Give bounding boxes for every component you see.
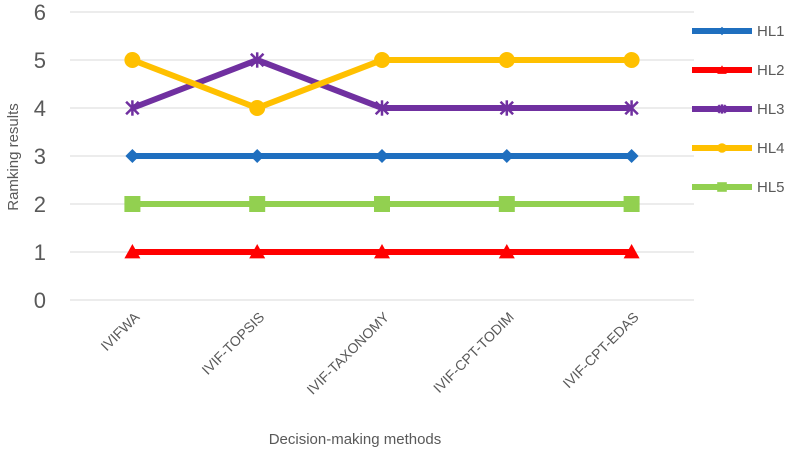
legend-label: HL2 xyxy=(757,62,785,79)
asterisk-marker xyxy=(250,52,265,68)
x-tick-label: IVIF-TAXONOMY xyxy=(303,308,392,397)
x-tick-label: IVIF-TOPSIS xyxy=(198,309,267,378)
triangle-marker xyxy=(623,244,640,259)
square-marker xyxy=(623,196,640,212)
asterisk-marker xyxy=(499,100,514,116)
legend-label: HL1 xyxy=(757,23,785,40)
asterisk-marker xyxy=(374,100,390,116)
y-tick-label: 6 xyxy=(34,0,46,25)
diamond-marker xyxy=(717,26,727,36)
legend-label: HL3 xyxy=(757,101,785,118)
legend-item-hl4: HL4 xyxy=(692,140,785,157)
diamond-marker xyxy=(125,149,140,163)
x-axis-title: Decision-making methods xyxy=(269,431,442,448)
legend-label: HL4 xyxy=(757,140,785,157)
square-marker xyxy=(498,196,515,212)
square-marker xyxy=(249,196,266,212)
series-hl5 xyxy=(124,196,640,212)
x-axis-ticks: IVIFWA IVIF-TOPSIS IVIF-TAXONOMY IVIF-CPT-T… xyxy=(97,308,641,397)
y-tick-label: 2 xyxy=(34,192,46,217)
circle-marker xyxy=(717,143,727,153)
y-axis-title: Ramking results xyxy=(5,103,22,211)
x-tick-label: IVIF-CPT-TODIM xyxy=(430,309,517,396)
triangle-marker xyxy=(374,244,390,259)
series-hl3 xyxy=(125,52,639,116)
legend: HL1 HL2 HL3 HL4 HL5 xyxy=(692,23,785,196)
diamond-marker xyxy=(375,149,389,163)
triangle-marker xyxy=(717,65,727,74)
asterisk-marker xyxy=(717,104,727,114)
y-tick-label: 5 xyxy=(34,48,46,73)
square-marker xyxy=(124,196,141,212)
y-tick-label: 3 xyxy=(34,144,46,169)
y-axis-ticks: 0 1 2 3 4 5 6 xyxy=(34,0,46,313)
circle-marker xyxy=(249,100,266,116)
legend-label: HL5 xyxy=(757,179,785,196)
legend-item-hl5: HL5 xyxy=(692,179,785,196)
y-tick-label: 0 xyxy=(34,288,46,313)
asterisk-marker xyxy=(624,100,639,116)
diamond-marker xyxy=(499,149,514,163)
circle-marker xyxy=(623,52,640,68)
y-tick-label: 1 xyxy=(34,240,46,265)
triangle-marker xyxy=(249,244,266,259)
triangle-marker xyxy=(498,244,515,259)
square-marker xyxy=(717,182,727,192)
series-lines xyxy=(124,52,640,259)
circle-marker xyxy=(124,52,141,68)
legend-item-hl2: HL2 xyxy=(692,62,785,79)
series-hl2 xyxy=(124,244,640,259)
circle-marker xyxy=(498,52,515,68)
legend-item-hl1: HL1 xyxy=(692,23,785,40)
square-marker xyxy=(374,196,390,212)
triangle-marker xyxy=(124,244,141,259)
x-tick-label: IVIF-CPT-EDAS xyxy=(559,309,641,391)
legend-item-hl3: HL3 xyxy=(692,101,785,118)
y-tick-label: 4 xyxy=(34,96,46,121)
diamond-marker xyxy=(624,149,639,163)
asterisk-marker xyxy=(125,100,140,116)
diamond-marker xyxy=(250,149,265,163)
series-hl4 xyxy=(124,52,640,116)
circle-marker xyxy=(374,52,390,68)
series-hl1 xyxy=(125,149,639,163)
x-tick-label: IVIFWA xyxy=(97,308,143,354)
